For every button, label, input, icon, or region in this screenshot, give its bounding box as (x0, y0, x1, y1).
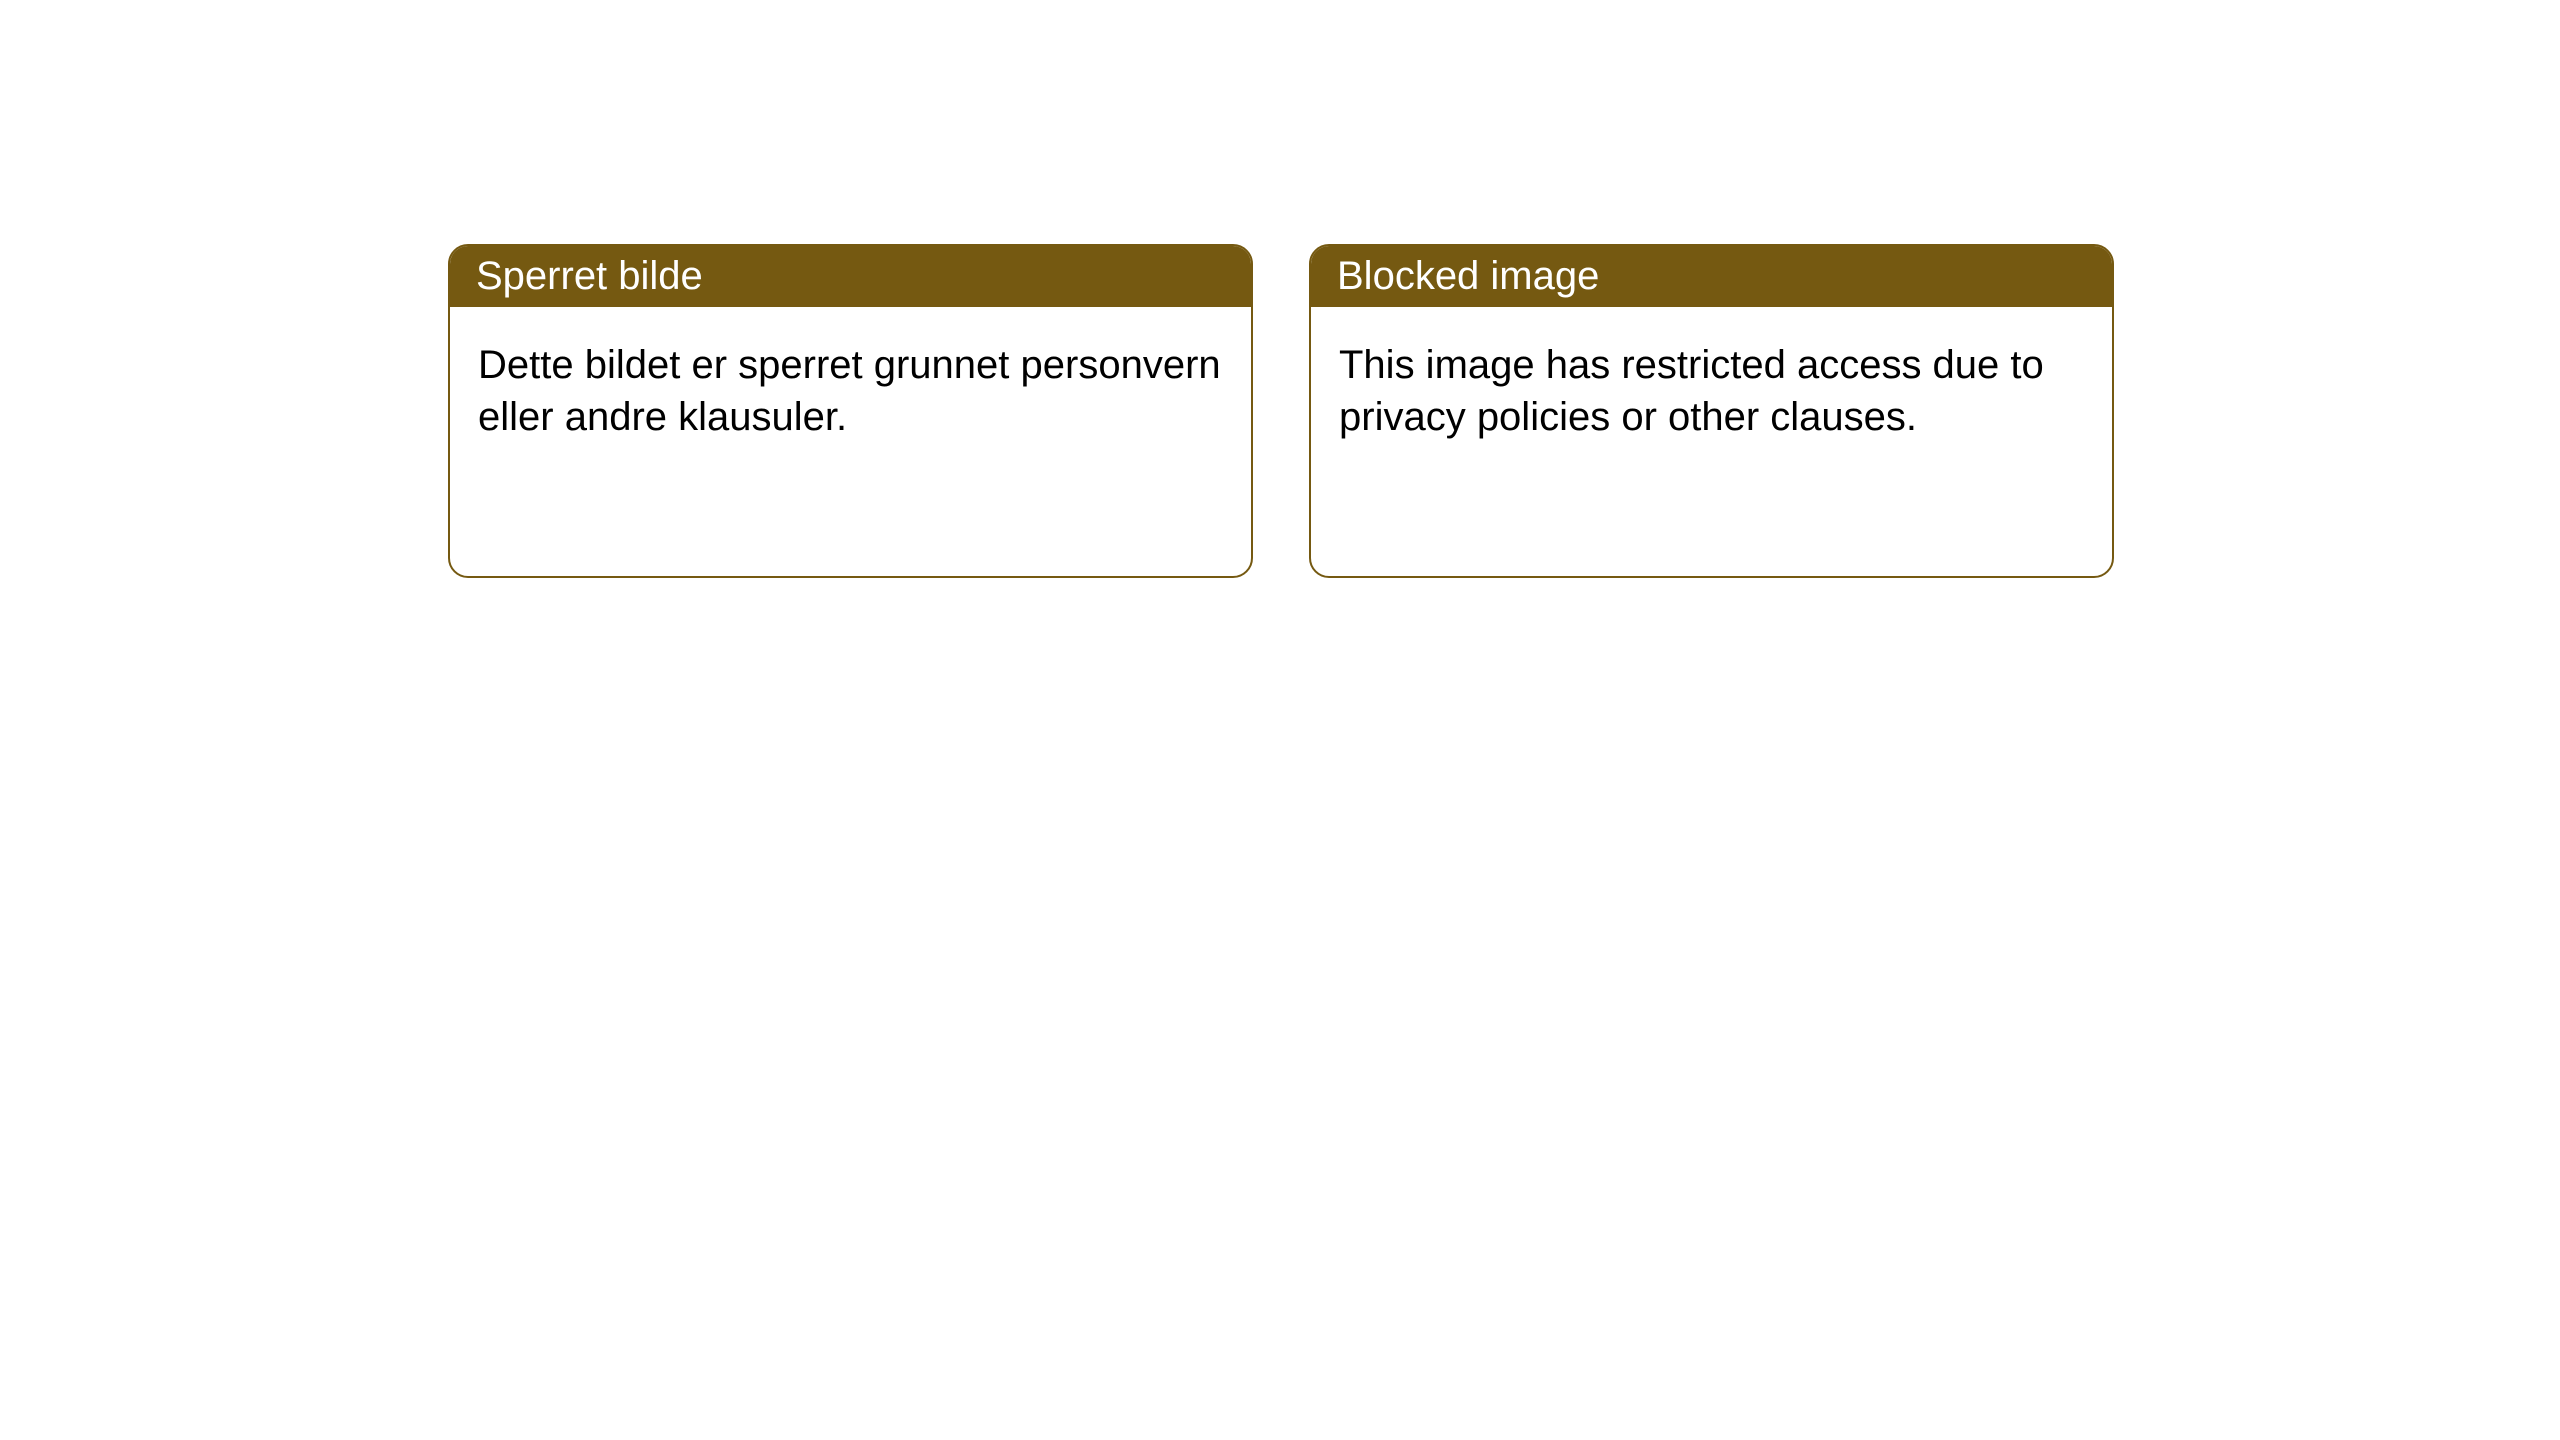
notice-body: This image has restricted access due to … (1311, 307, 2112, 475)
notice-title: Blocked image (1311, 246, 2112, 307)
notice-card-norwegian: Sperret bilde Dette bildet er sperret gr… (448, 244, 1253, 578)
notice-body: Dette bildet er sperret grunnet personve… (450, 307, 1251, 475)
notice-card-english: Blocked image This image has restricted … (1309, 244, 2114, 578)
notice-title: Sperret bilde (450, 246, 1251, 307)
notice-container: Sperret bilde Dette bildet er sperret gr… (0, 0, 2560, 578)
